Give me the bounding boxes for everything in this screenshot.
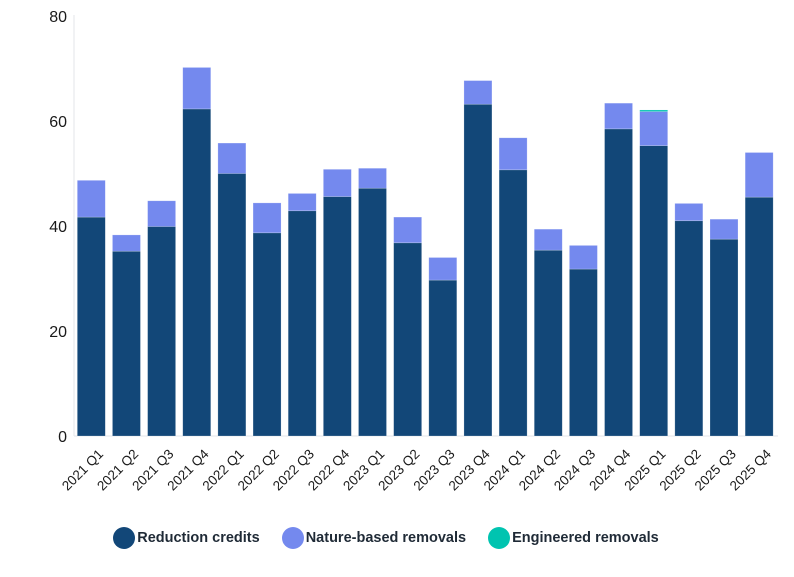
bar-segment-reduction-credits[interactable] bbox=[112, 250, 141, 437]
bar-segment-reduction-credits[interactable] bbox=[287, 210, 317, 437]
legend-item-reduction-credits[interactable]: Reduction credits bbox=[113, 527, 260, 549]
bar-segment-nature-based-removals[interactable] bbox=[709, 218, 739, 240]
bar-segment-reduction-credits[interactable] bbox=[147, 226, 176, 437]
bar-segment-reduction-credits[interactable] bbox=[533, 249, 563, 437]
bar-segment-reduction-credits[interactable] bbox=[463, 103, 493, 437]
legend-label: Reduction credits bbox=[137, 530, 260, 546]
legend-item-nature-based-removals[interactable]: Nature-based removals bbox=[281, 527, 467, 549]
bar-segment-nature-based-removals[interactable] bbox=[463, 80, 493, 105]
bar-segment-nature-based-removals[interactable] bbox=[569, 245, 598, 270]
bar-segment-nature-based-removals[interactable] bbox=[323, 169, 352, 197]
bar-segment-nature-based-removals[interactable] bbox=[77, 180, 106, 218]
bar-segment-nature-based-removals[interactable] bbox=[217, 142, 247, 174]
bar-segment-reduction-credits[interactable] bbox=[217, 173, 247, 437]
bar-segment-nature-based-removals[interactable] bbox=[358, 167, 387, 189]
bar-segment-reduction-credits[interactable] bbox=[498, 169, 528, 437]
bar-segment-nature-based-removals[interactable] bbox=[498, 137, 528, 171]
bar-segment-nature-based-removals[interactable] bbox=[147, 200, 176, 227]
bar-segment-reduction-credits[interactable] bbox=[709, 238, 739, 437]
bar-segment-reduction-credits[interactable] bbox=[182, 108, 212, 437]
y-tick-label: 20 bbox=[49, 324, 67, 341]
bar-segment-reduction-credits[interactable] bbox=[252, 232, 282, 437]
bar-segment-reduction-credits[interactable] bbox=[428, 279, 458, 437]
y-tick-label: 40 bbox=[49, 219, 67, 236]
bar-segment-reduction-credits[interactable] bbox=[639, 145, 669, 437]
legend-swatch-engineered-removals bbox=[488, 527, 511, 549]
bar-segment-reduction-credits[interactable] bbox=[604, 128, 633, 437]
bar-segment-reduction-credits[interactable] bbox=[358, 187, 387, 437]
y-tick-label: 80 bbox=[49, 9, 67, 26]
bar-segment-reduction-credits[interactable] bbox=[674, 220, 704, 437]
bar-segment-nature-based-removals[interactable] bbox=[182, 67, 212, 110]
bar-segment-reduction-credits[interactable] bbox=[77, 216, 106, 437]
bar-segment-nature-based-removals[interactable] bbox=[639, 111, 669, 146]
bar-segment-nature-based-removals[interactable] bbox=[428, 257, 458, 281]
bar-segment-nature-based-removals[interactable] bbox=[744, 152, 774, 198]
bar-segment-nature-based-removals[interactable] bbox=[252, 202, 282, 234]
y-tick-label: 0 bbox=[58, 429, 67, 446]
bar-segment-reduction-credits[interactable] bbox=[744, 196, 774, 437]
bar-segment-nature-based-removals[interactable] bbox=[112, 234, 141, 252]
bar-segment-engineered-removals[interactable] bbox=[639, 109, 669, 112]
bar-segment-nature-based-removals[interactable] bbox=[393, 216, 422, 244]
y-tick-label: 60 bbox=[49, 114, 67, 131]
bar-segment-nature-based-removals[interactable] bbox=[287, 193, 317, 212]
bar-segment-nature-based-removals[interactable] bbox=[674, 203, 704, 222]
legend-label: Engineered removals bbox=[512, 530, 659, 546]
legend-label: Nature-based removals bbox=[305, 530, 467, 546]
bar-segment-nature-based-removals[interactable] bbox=[533, 228, 563, 251]
bar-segment-reduction-credits[interactable] bbox=[323, 196, 352, 437]
legend-item-engineered-removals[interactable]: Engineered removals bbox=[488, 527, 659, 549]
legend: Reduction credits Nature-based removals … bbox=[0, 527, 794, 549]
legend-swatch-nature-based-removals bbox=[281, 527, 304, 549]
legend-swatch-reduction-credits bbox=[113, 527, 136, 549]
bar-segment-reduction-credits[interactable] bbox=[393, 242, 422, 437]
bar-segment-reduction-credits[interactable] bbox=[569, 268, 598, 437]
bar-segment-nature-based-removals[interactable] bbox=[604, 102, 633, 130]
